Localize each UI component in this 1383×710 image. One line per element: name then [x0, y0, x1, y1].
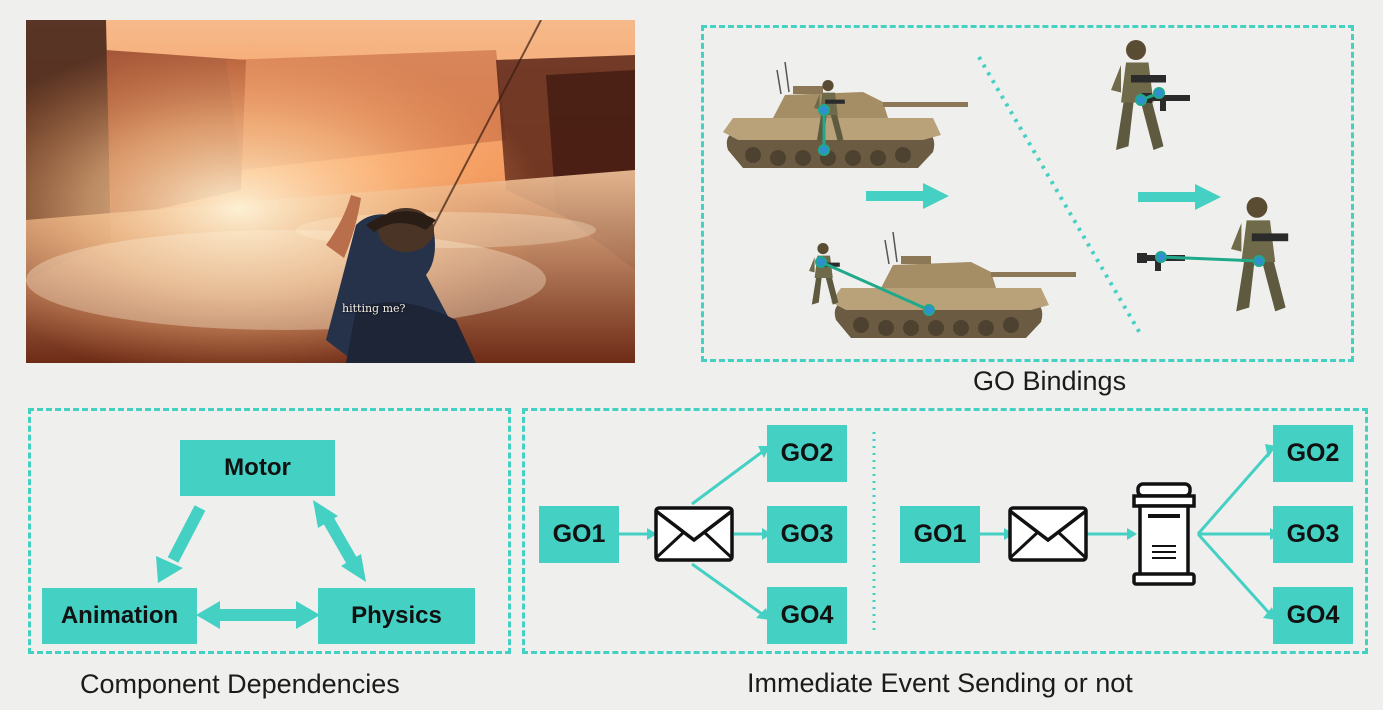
queued-receiver-go2: GO2 [1273, 425, 1353, 482]
motor-node: Motor [180, 440, 335, 496]
immediate-receiver-go4: GO4 [767, 587, 847, 644]
immediate-sender-go1: GO1 [539, 506, 619, 563]
go-bindings-panel [701, 25, 1354, 362]
arrow-motor-to-animation [156, 505, 206, 583]
animation-node: Animation [42, 588, 197, 644]
tank-before [722, 61, 969, 169]
move-arrow-icon [1138, 184, 1221, 210]
immediate-receiver-go3: GO3 [767, 506, 847, 563]
go-bindings-caption: GO Bindings [973, 366, 1127, 396]
go-bindings-illustration [722, 40, 1289, 339]
event-sending-panel [522, 408, 1368, 654]
envelope-icon [654, 506, 734, 562]
game-screenshot: hitting me? [26, 20, 635, 363]
move-arrow-icon [866, 183, 949, 209]
queued-receiver-go4: GO4 [1273, 587, 1353, 644]
queued-sender-go1: GO1 [900, 506, 980, 563]
game-subtitle: hitting me? [342, 302, 406, 315]
queued-receiver-go3: GO3 [1273, 506, 1353, 563]
immediate-receiver-go2: GO2 [767, 425, 847, 482]
arrow-animation-physics [196, 601, 320, 629]
game-scene-illustration [26, 20, 635, 363]
event-sending-caption: Immediate Event Sending or not [747, 668, 1133, 698]
event-sending-illustration [619, 432, 1280, 630]
arrow-motor-physics [313, 500, 366, 582]
tank-after [830, 231, 1077, 339]
envelope-icon [1008, 506, 1088, 562]
physics-node: Physics [318, 588, 475, 644]
component-dependencies-caption: Component Dependencies [80, 669, 400, 699]
component-dependencies-panel [28, 408, 511, 654]
dependency-arrows [156, 500, 366, 629]
soldier-after [1231, 197, 1289, 312]
mailbox-icon [1132, 482, 1196, 586]
